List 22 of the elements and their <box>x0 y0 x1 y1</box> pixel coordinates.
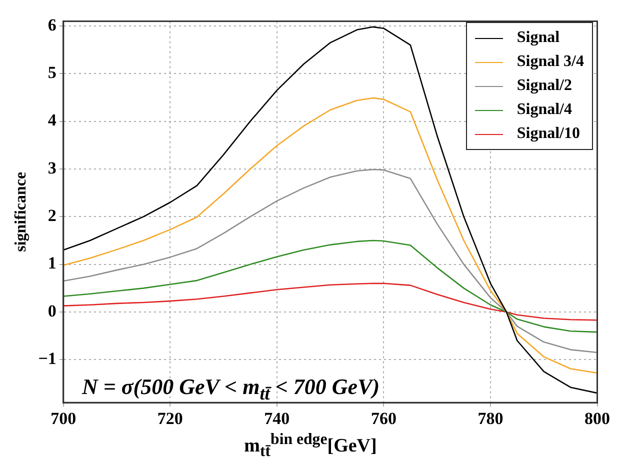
legend-label: Signal/2 <box>516 77 572 95</box>
x-tick-label: 720 <box>157 409 183 428</box>
annotation: N = σ(500 GeV < m$_{tt̄}$ < 700 GeV) <box>82 374 380 406</box>
y-tick-label: 3 <box>48 158 56 178</box>
y-tick-label: 4 <box>48 110 57 130</box>
x-tick-label: 740 <box>264 409 290 428</box>
legend-label: Signal/10 <box>516 125 580 143</box>
y-tick-label: 0 <box>48 301 56 320</box>
y-tick-label: 2 <box>48 206 56 226</box>
legend-label: Signal/4 <box>516 101 572 119</box>
x-tick-label: 780 <box>478 409 504 428</box>
y-tick-label: 1 <box>48 254 56 273</box>
y-tick-label: 5 <box>48 63 56 82</box>
x-axis-title: m$_{tt̄}$$^{bin edge}$[GeV] <box>243 431 378 462</box>
legend-label: Signal 3/4 <box>516 53 584 71</box>
x-tick-label: 800 <box>584 409 610 428</box>
y-tick-label: 6 <box>48 15 56 34</box>
legend-label: Signal <box>516 29 560 47</box>
y-tick-label: −1 <box>38 349 56 368</box>
x-tick-label: 700 <box>50 409 76 428</box>
x-tick-label: 760 <box>370 409 396 428</box>
y-axis-title: significance <box>12 172 30 252</box>
